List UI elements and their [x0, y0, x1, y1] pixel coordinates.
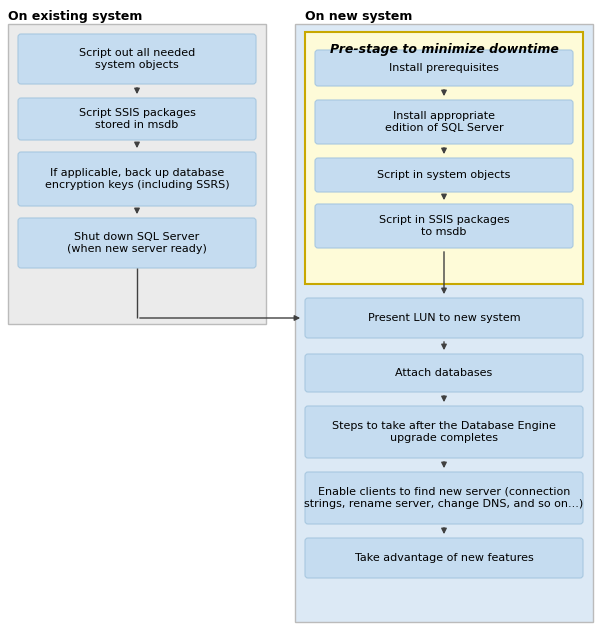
Text: Shut down SQL Server
(when new server ready): Shut down SQL Server (when new server re… [67, 232, 207, 254]
FancyBboxPatch shape [305, 472, 583, 524]
Text: Script in SSIS packages
to msdb: Script in SSIS packages to msdb [379, 215, 509, 237]
Text: Pre-stage to minimize downtime: Pre-stage to minimize downtime [329, 43, 559, 56]
Bar [295, 24, 593, 622]
FancyBboxPatch shape [18, 34, 256, 84]
Text: Install appropriate
edition of SQL Server: Install appropriate edition of SQL Serve… [385, 111, 503, 133]
FancyBboxPatch shape [18, 218, 256, 268]
FancyBboxPatch shape [305, 298, 583, 338]
FancyBboxPatch shape [18, 98, 256, 140]
Text: Script in system objects: Script in system objects [377, 170, 511, 180]
Text: Steps to take after the Database Engine
upgrade completes: Steps to take after the Database Engine … [332, 421, 556, 443]
Text: Attach databases: Attach databases [395, 368, 493, 378]
FancyBboxPatch shape [315, 50, 573, 86]
Text: Script out all needed
system objects: Script out all needed system objects [79, 48, 195, 70]
Text: Script SSIS packages
stored in msdb: Script SSIS packages stored in msdb [79, 108, 196, 130]
Text: Present LUN to new system: Present LUN to new system [368, 313, 520, 323]
FancyBboxPatch shape [305, 354, 583, 392]
FancyBboxPatch shape [305, 406, 583, 458]
FancyBboxPatch shape [18, 152, 256, 206]
Text: Install prerequisites: Install prerequisites [389, 63, 499, 73]
Text: On existing system: On existing system [8, 10, 142, 23]
Text: Take advantage of new features: Take advantage of new features [355, 553, 533, 563]
FancyBboxPatch shape [315, 204, 573, 248]
FancyBboxPatch shape [305, 538, 583, 578]
Text: If applicable, back up database
encryption keys (including SSRS): If applicable, back up database encrypti… [44, 168, 229, 190]
Text: On new system: On new system [305, 10, 412, 23]
Text: Enable clients to find new server (connection
strings, rename server, change DNS: Enable clients to find new server (conne… [304, 487, 584, 509]
FancyBboxPatch shape [315, 158, 573, 192]
FancyBboxPatch shape [315, 100, 573, 144]
Bar [8, 24, 266, 324]
Bar [305, 32, 583, 284]
